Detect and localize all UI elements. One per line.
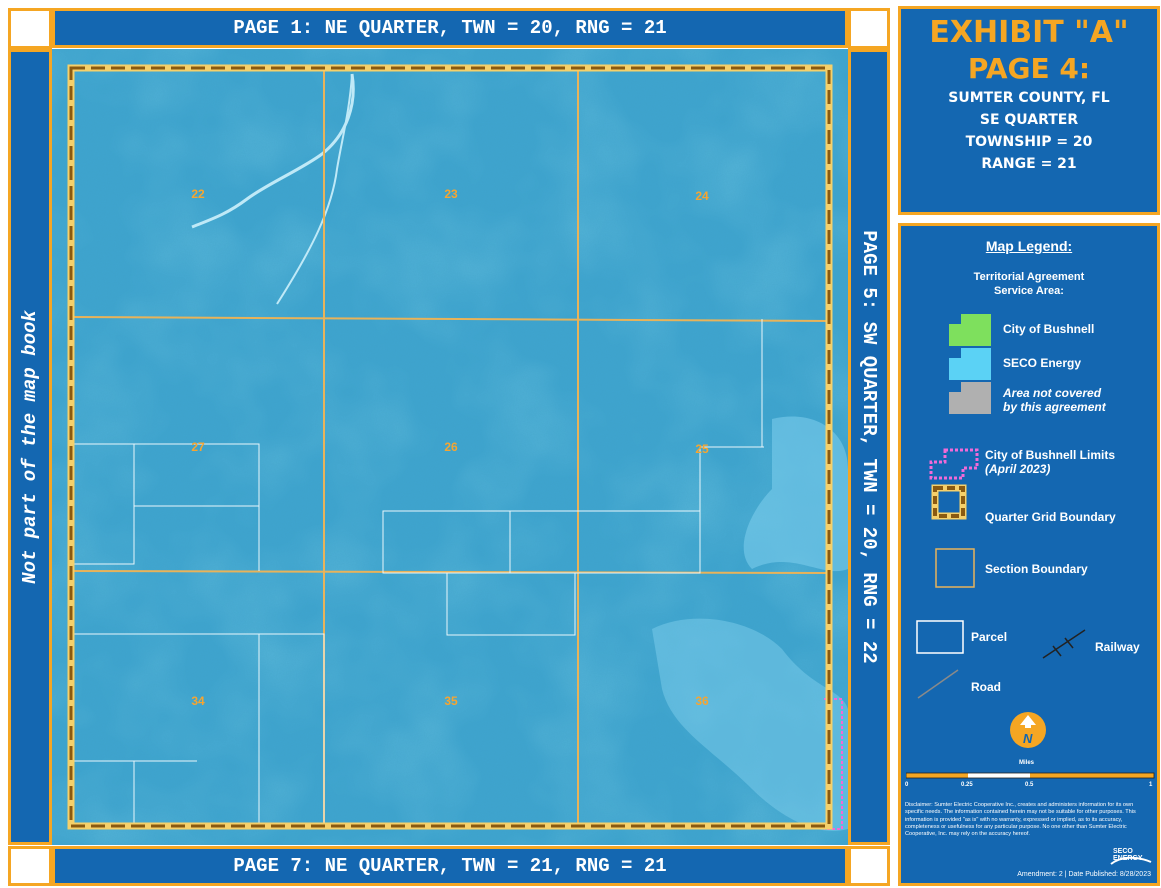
legend-road-label: Road [971, 680, 1001, 694]
section-label: 27 [191, 440, 205, 454]
right-banner-text: PAGE 5: SW QUARTER, TWN = 20, RNG = 22 [858, 230, 880, 664]
seco-swatch-icon [949, 348, 991, 380]
section-label: 24 [695, 189, 709, 203]
legend-section-boundary-label: Section Boundary [985, 562, 1088, 576]
city-limits-line [824, 698, 843, 830]
section-label: 25 [695, 442, 709, 456]
parcel [446, 572, 576, 636]
aerial-map[interactable]: 22 23 24 27 26 25 34 35 36 [52, 49, 848, 845]
section-label: 26 [444, 440, 458, 454]
quarter-grid-boundary-dash [69, 66, 831, 828]
scale-tick-025: 0.25 [961, 782, 973, 788]
right-adjacent-page-link[interactable]: PAGE 5: SW QUARTER, TWN = 20, RNG = 22 [848, 49, 890, 845]
range-label: RANGE = 21 [981, 156, 1077, 172]
bottom-banner-text: PAGE 7: NE QUARTER, TWN = 21, RNG = 21 [233, 855, 667, 877]
legend-not-covered-label-2: by this agreement [1003, 400, 1106, 414]
open-land-southeast [652, 618, 848, 831]
parcel-icon [916, 620, 964, 654]
section-line-h1 [71, 316, 833, 322]
section-label: 35 [444, 694, 458, 708]
legend-limits-label-2: (April 2023) [985, 462, 1051, 476]
title-panel: EXHIBIT "A" PAGE 4: SUMTER COUNTY, FL SE… [898, 6, 1160, 215]
north-arrow-icon [1010, 712, 1046, 748]
section-label: 22 [191, 187, 205, 201]
creek [191, 73, 355, 229]
not-covered-swatch-icon [949, 382, 991, 414]
section-label: 36 [695, 694, 709, 708]
amendment-text: Amendment: 2 | Date Published: 8/28/2023 [1017, 871, 1151, 878]
open-land-east [743, 416, 848, 572]
legend-seco-label: SECO Energy [1003, 356, 1082, 370]
legend-limits-label-1: City of Bushnell Limits [985, 448, 1116, 462]
legend-subtitle: Territorial Agreement Service Area: [973, 271, 1085, 297]
page-title: PAGE 4: [967, 52, 1091, 85]
seco-logo-mark [1110, 856, 1152, 865]
section-boundary-icon [935, 548, 975, 588]
bushnell-swatch-icon [949, 314, 991, 346]
section-line-h2 [71, 570, 833, 574]
left-banner-text: Not part of the map book [19, 310, 41, 584]
scale-bar [906, 772, 1155, 779]
seco-logo: SECO ENERGY [1107, 846, 1155, 870]
scale-unit-label: Miles [1019, 760, 1035, 766]
top-adjacent-page-link[interactable]: PAGE 1: NE QUARTER, TWN = 20, RNG = 21 [52, 8, 848, 48]
city-limits-icon [929, 448, 979, 480]
left-adjacent-note: Not part of the map book [8, 49, 52, 845]
corner-bottom-right [848, 846, 890, 886]
legend-panel: Map Legend: Territorial Agreement Servic… [898, 223, 1160, 886]
disclaimer-text: Disclaimer: Sumter Electric Cooperative … [905, 802, 1136, 838]
legend-not-covered-label-1: Area not covered [1003, 386, 1102, 400]
scale-tick-1: 1 [1149, 782, 1153, 788]
legend-parcel-label: Parcel [971, 630, 1008, 644]
corner-top-left [8, 8, 52, 49]
legend-bushnell-label: City of Bushnell [1003, 322, 1095, 336]
quarter-grid-icon [931, 484, 967, 520]
legend-quarter-grid-label: Quarter Grid Boundary [985, 510, 1116, 524]
section-label: 23 [444, 187, 458, 201]
creek-branch [276, 73, 353, 305]
road-icon [917, 669, 959, 699]
township-label: TOWNSHIP = 20 [965, 134, 1093, 150]
corner-bottom-left [8, 846, 52, 886]
top-banner-text: PAGE 1: NE QUARTER, TWN = 20, RNG = 21 [233, 17, 667, 39]
north-letter: N [1023, 731, 1033, 746]
railway-icon [1042, 629, 1086, 659]
section-label: 34 [191, 694, 205, 708]
exhibit-title: EXHIBIT "A" [929, 15, 1129, 50]
parcel [509, 510, 701, 574]
scale-tick-0: 0 [905, 782, 909, 788]
legend-title: Map Legend: [985, 238, 1073, 254]
corner-top-right [848, 8, 890, 49]
scale-tick-05: 0.5 [1025, 782, 1034, 788]
parcels [71, 319, 764, 830]
seco-logo-text: SECO ENERGY [1113, 848, 1143, 862]
map-canvas [52, 49, 848, 845]
bottom-adjacent-page-link[interactable]: PAGE 7: NE QUARTER, TWN = 21, RNG = 21 [52, 846, 848, 886]
county-label: SUMTER COUNTY, FL [948, 90, 1110, 106]
legend-railway-label: Railway [1095, 640, 1140, 654]
quarter-label: SE QUARTER [979, 112, 1079, 128]
